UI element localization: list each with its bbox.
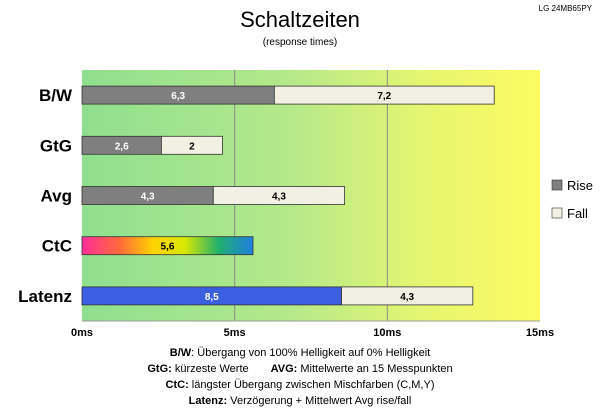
bar-rise-label: 8,5 — [205, 292, 219, 303]
monitor-model-label: LG 24MB65PY — [539, 4, 593, 13]
legend-fall-swatch — [551, 207, 563, 219]
x-tick-label: 0ms — [71, 327, 93, 339]
bar-rise — [81, 236, 254, 256]
bar-fall-label: 4,3 — [400, 292, 414, 303]
bar-fall — [273, 85, 495, 105]
bar-rise-label: 5,6 — [161, 242, 175, 253]
category-label: Avg — [41, 187, 73, 206]
category-label: GtG — [40, 136, 72, 155]
bar-fall — [341, 286, 474, 306]
category-labels: B/W GtG Avg CtC Latenz — [18, 86, 73, 306]
legend-rise-label: Rise — [567, 178, 593, 193]
bar-fall — [160, 135, 223, 155]
bar-rise-label: 6,3 — [171, 91, 185, 102]
note-gtg-avg: GtG: kürzeste Werte AVG: Mittelwerte an 1… — [0, 361, 600, 377]
note-latenz-key: Latenz: — [188, 395, 228, 407]
legend-rise-swatch — [551, 179, 563, 191]
category-label: Latenz — [18, 287, 72, 306]
note-avg-key: AVG: — [270, 363, 298, 375]
chart-title: Schaltzeiten — [240, 7, 360, 32]
x-tick-labels: 0ms 5ms 10ms 15ms — [71, 327, 554, 339]
bar-fall-label: 4,3 — [272, 192, 286, 203]
category-label: CtC — [42, 237, 72, 256]
chart-subtitle: (response times) — [263, 37, 337, 48]
legend: Rise Fall — [551, 178, 593, 221]
x-tick-label: 10ms — [373, 327, 401, 339]
bar-fall-label: 2 — [189, 141, 195, 152]
x-tick-label: 15ms — [526, 327, 554, 339]
note-bw-text: : Übergang von 100% Helligkeit auf 0% He… — [191, 347, 431, 359]
bar-rise-label: 2,6 — [115, 141, 129, 152]
bar-fall — [212, 186, 345, 205]
legend-notes: B/W: Übergang von 100% Helligkeit auf 0%… — [0, 345, 600, 409]
category-label: B/W — [39, 86, 73, 105]
note-ctc-text: längster Übergang zwischen Mischfarben (… — [188, 379, 435, 391]
note-bw: B/W: Übergang von 100% Helligkeit auf 0%… — [0, 345, 600, 361]
bar-fall-label: 7,2 — [377, 91, 391, 102]
note-gtg-key: GtG: — [147, 363, 172, 375]
note-ctc: CtC: längster Übergang zwischen Mischfar… — [0, 377, 600, 393]
note-latenz-text: Verzögerung + Mittelwert Avg rise/fall — [227, 395, 412, 407]
note-latenz: Latenz: Verzögerung + Mittelwert Avg ris… — [0, 393, 600, 409]
note-ctc-key: CtC: — [165, 379, 189, 391]
x-tick-label: 5ms — [224, 327, 246, 339]
note-gtg-text: kürzeste Werte — [171, 363, 249, 375]
bar-rise-label: 4,3 — [141, 192, 155, 203]
legend-fall-label: Fall — [567, 206, 588, 221]
bars-group: 6,3 7,2 2,6 2 4,3 4,3 5,6 8,5 4,3 — [81, 85, 495, 306]
note-avg-text: Mittelwerte an 15 Messpunkten — [297, 363, 453, 375]
note-bw-key: B/W — [169, 347, 192, 359]
